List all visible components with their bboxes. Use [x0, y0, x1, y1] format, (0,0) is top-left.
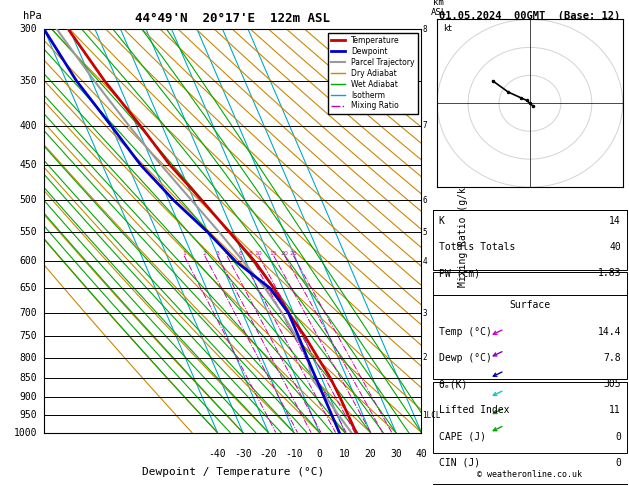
Text: Dewpoint / Temperature (°C): Dewpoint / Temperature (°C)	[142, 467, 324, 477]
Text: 700: 700	[19, 308, 37, 318]
Text: Lifted Index: Lifted Index	[439, 405, 509, 416]
Text: 2: 2	[422, 353, 427, 362]
Text: 400: 400	[19, 121, 37, 131]
Text: -40: -40	[209, 449, 226, 459]
Text: 300: 300	[19, 24, 37, 34]
Text: 550: 550	[19, 227, 37, 237]
Text: 1LCL: 1LCL	[422, 411, 441, 420]
Text: 350: 350	[19, 76, 37, 86]
Text: 850: 850	[19, 373, 37, 383]
Text: 6: 6	[422, 196, 427, 205]
Text: 1000: 1000	[14, 428, 37, 437]
Text: 7: 7	[422, 121, 427, 130]
Text: Dewp (°C): Dewp (°C)	[439, 353, 492, 363]
Text: 5: 5	[422, 228, 427, 237]
Text: 0: 0	[615, 458, 621, 468]
Text: 500: 500	[19, 195, 37, 205]
Text: km
ASL: km ASL	[430, 0, 447, 17]
Text: -10: -10	[285, 449, 303, 459]
Text: 800: 800	[19, 353, 37, 363]
Text: 14.4: 14.4	[598, 327, 621, 337]
Title: 44°49'N  20°17'E  122m ASL: 44°49'N 20°17'E 122m ASL	[135, 12, 330, 25]
Text: 750: 750	[19, 331, 37, 341]
Text: 20: 20	[365, 449, 376, 459]
Bar	[433, 210, 627, 270]
Text: -30: -30	[234, 449, 252, 459]
Text: 8: 8	[422, 25, 427, 34]
Text: 0: 0	[316, 449, 323, 459]
Text: 950: 950	[19, 410, 37, 420]
Text: 10: 10	[339, 449, 351, 459]
Text: 01.05.2024  00GMT  (Base: 12): 01.05.2024 00GMT (Base: 12)	[439, 11, 621, 21]
Text: 1.83: 1.83	[598, 268, 621, 278]
Text: K: K	[439, 216, 445, 226]
Text: 6: 6	[238, 251, 243, 256]
Text: 305: 305	[603, 379, 621, 389]
Text: 3: 3	[422, 309, 427, 317]
Text: 20: 20	[281, 251, 289, 256]
Text: 8: 8	[248, 251, 253, 256]
Text: kt: kt	[443, 24, 452, 33]
Legend: Temperature, Dewpoint, Parcel Trajectory, Dry Adiabat, Wet Adiabat, Isotherm, Mi: Temperature, Dewpoint, Parcel Trajectory…	[328, 33, 418, 114]
Text: CIN (J): CIN (J)	[439, 458, 480, 468]
Text: 40: 40	[416, 449, 427, 459]
Text: 7.8: 7.8	[603, 353, 621, 363]
Text: 0: 0	[615, 432, 621, 442]
Text: 11: 11	[610, 405, 621, 416]
Text: 30: 30	[390, 449, 402, 459]
Text: Mixing Ratio (g/kg): Mixing Ratio (g/kg)	[458, 175, 468, 287]
Text: 900: 900	[19, 392, 37, 402]
Text: 40: 40	[610, 242, 621, 252]
Bar	[433, 382, 627, 453]
Text: Totals Totals: Totals Totals	[439, 242, 515, 252]
Text: 14: 14	[610, 216, 621, 226]
Text: PW (cm): PW (cm)	[439, 268, 480, 278]
Text: -20: -20	[260, 449, 277, 459]
Text: 25: 25	[289, 251, 298, 256]
Text: 4: 4	[225, 251, 229, 256]
Text: 650: 650	[19, 283, 37, 293]
Text: θₑ(K): θₑ(K)	[439, 379, 468, 389]
Text: hPa: hPa	[23, 11, 42, 21]
Text: 600: 600	[19, 257, 37, 266]
Text: 3: 3	[216, 251, 220, 256]
Text: 450: 450	[19, 160, 37, 170]
Text: CAPE (J): CAPE (J)	[439, 432, 486, 442]
Text: 4: 4	[422, 257, 427, 266]
Text: 2: 2	[203, 251, 207, 256]
Text: Temp (°C): Temp (°C)	[439, 327, 492, 337]
Bar	[433, 272, 627, 379]
Text: © weatheronline.co.uk: © weatheronline.co.uk	[477, 469, 582, 479]
Text: Surface: Surface	[509, 300, 550, 311]
Text: 10: 10	[255, 251, 262, 256]
Text: 15: 15	[270, 251, 277, 256]
Text: 1: 1	[182, 251, 186, 256]
